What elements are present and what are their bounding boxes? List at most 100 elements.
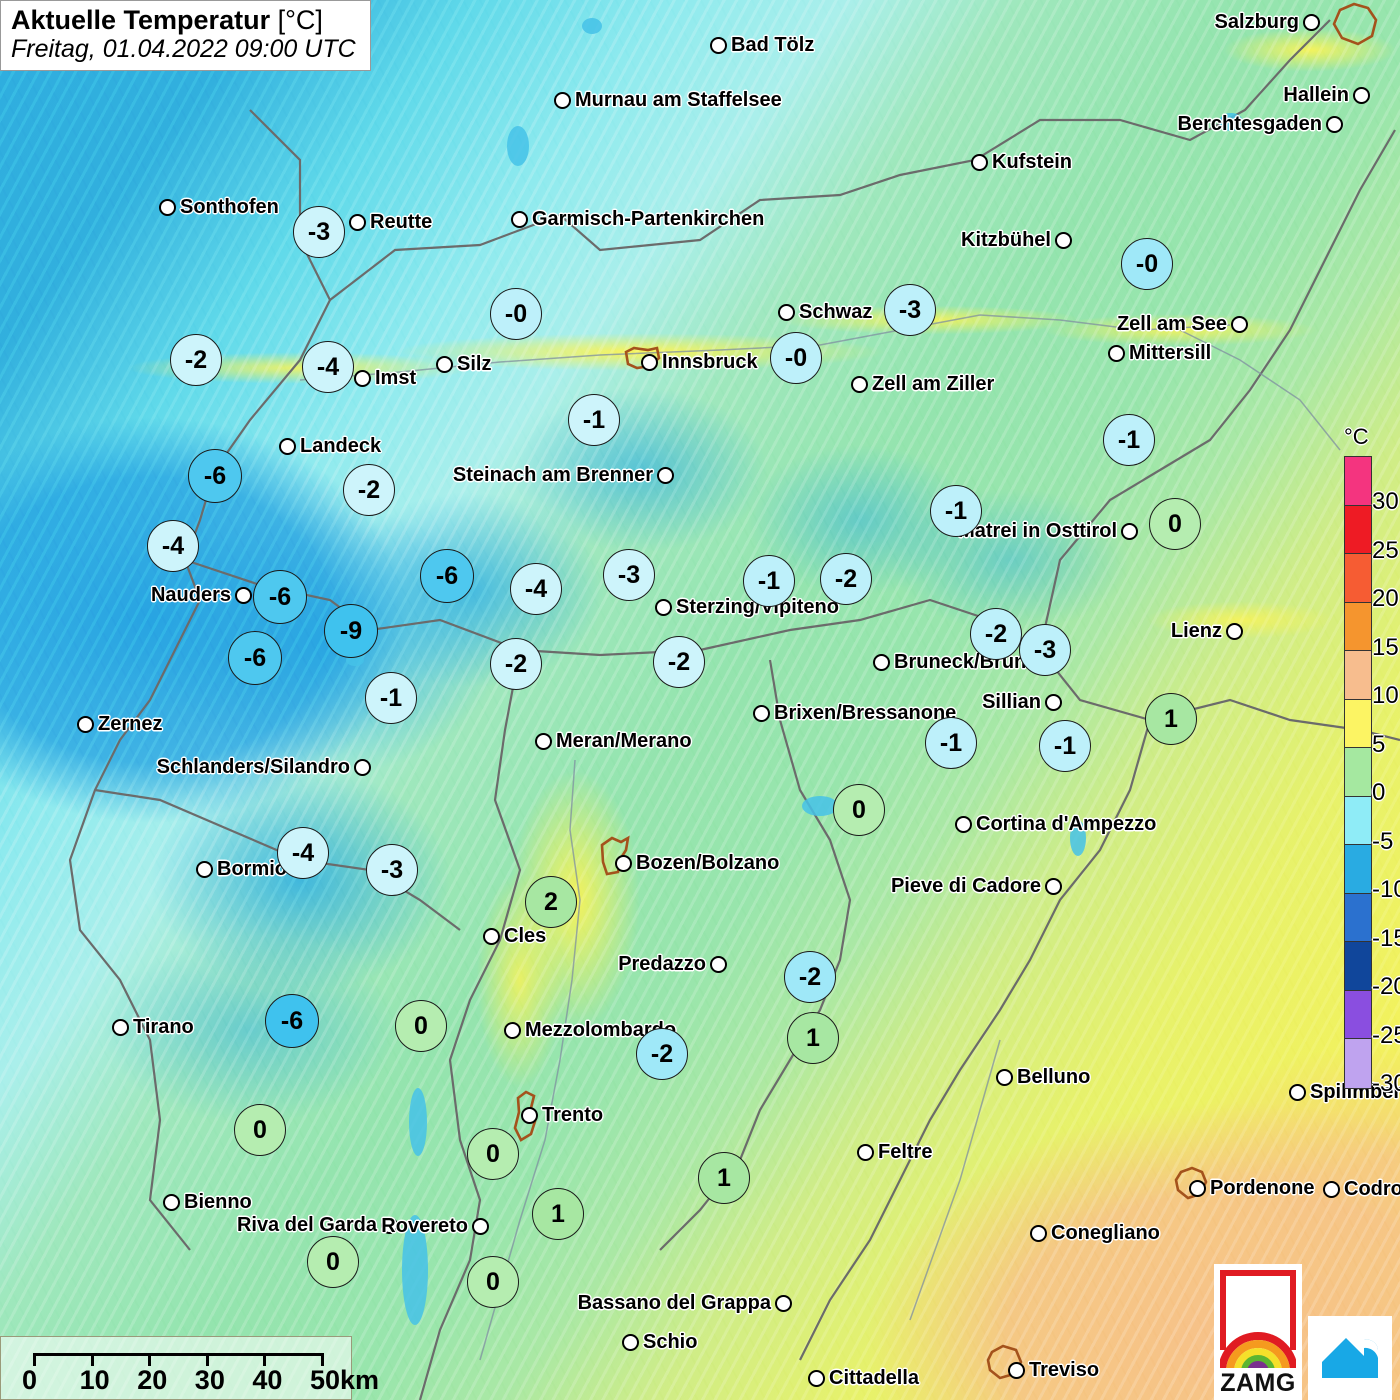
station-temperature-marker[interactable]: 0	[395, 1000, 447, 1052]
city-label: Bozen/Bolzano	[615, 852, 779, 875]
city-name: Tirano	[133, 1016, 194, 1038]
city-marker-icon	[873, 654, 890, 671]
city-name: Berchtesgaden	[1177, 113, 1323, 135]
city-marker-icon	[1189, 1180, 1206, 1197]
city-marker-icon	[710, 956, 727, 973]
city-marker-icon	[1030, 1225, 1047, 1242]
station-temperature-marker[interactable]: -6	[265, 994, 319, 1048]
station-temperature-marker[interactable]: -6	[420, 549, 474, 603]
city-label: Tirano	[112, 1016, 194, 1039]
city-marker-icon	[775, 1295, 792, 1312]
scale-tick-label: 10	[79, 1365, 110, 1395]
city-marker-icon	[655, 599, 672, 616]
station-temperature-marker[interactable]: -1	[365, 672, 417, 724]
city-name: Pieve di Cadore	[890, 875, 1041, 897]
station-temperature-marker[interactable]: 0	[467, 1256, 519, 1308]
city-marker-icon	[381, 1217, 398, 1234]
legend-row: 20	[1336, 553, 1399, 612]
station-temperature-marker[interactable]: -6	[188, 449, 242, 503]
geosphere-logo[interactable]	[1308, 1316, 1392, 1400]
city-label: Zernez	[77, 713, 162, 736]
station-temperature-marker[interactable]: -3	[366, 844, 418, 896]
city-name: Mittersill	[1129, 342, 1212, 364]
logo-group: ZAMG	[1214, 1264, 1392, 1400]
zamg-logo[interactable]: ZAMG	[1214, 1264, 1302, 1400]
station-temperature-marker[interactable]: 0	[234, 1104, 286, 1156]
city-name: Mezzolombardo	[525, 1019, 677, 1041]
city-name: Landeck	[300, 435, 382, 457]
city-marker-icon	[349, 214, 366, 231]
station-temperature-marker[interactable]: -1	[1103, 414, 1155, 466]
city-label: Sillian	[982, 691, 1062, 714]
city-label: Nauders	[151, 584, 252, 607]
station-temperature-marker[interactable]: 0	[1149, 498, 1201, 550]
station-temperature-marker[interactable]: 0	[307, 1236, 359, 1288]
station-temperature-marker[interactable]: 2	[525, 876, 577, 928]
city-label: Spilimbergo	[1289, 1081, 1400, 1104]
scale-tick-label: 30	[194, 1365, 225, 1395]
station-temperature-marker[interactable]: -2	[820, 553, 872, 605]
title-main-text: Aktuelle Temperatur	[11, 5, 271, 35]
station-temperature-marker[interactable]: -2	[784, 951, 836, 1003]
station-temperature-marker[interactable]: -0	[770, 332, 822, 384]
scale-tick	[205, 1353, 209, 1366]
station-temperature-marker[interactable]: -2	[636, 1028, 688, 1080]
station-temperature-marker[interactable]: -1	[930, 485, 982, 537]
station-temperature-marker[interactable]: -3	[1019, 624, 1071, 676]
city-marker-icon	[77, 716, 94, 733]
city-name: Cortina d'Ampezzo	[976, 813, 1157, 835]
station-temperature-marker[interactable]: -2	[343, 464, 395, 516]
city-name: Spilimbergo	[1310, 1081, 1400, 1103]
station-temperature-marker[interactable]: -1	[1039, 720, 1091, 772]
city-label: Cortina d'Ampezzo	[955, 813, 1156, 836]
station-temperature-marker[interactable]: -1	[925, 717, 977, 769]
station-temperature-marker[interactable]: 1	[787, 1012, 839, 1064]
station-temperature-marker[interactable]: -3	[293, 206, 345, 258]
station-temperature-marker[interactable]: -3	[603, 549, 655, 601]
city-label: Bormio	[196, 858, 287, 881]
station-temperature-marker[interactable]: -2	[970, 608, 1022, 660]
station-temperature-marker[interactable]: -0	[1121, 238, 1173, 290]
city-name: Nauders	[150, 584, 231, 606]
station-temperature-marker[interactable]: 1	[1145, 693, 1197, 745]
city-marker-icon	[1121, 523, 1138, 540]
city-name: Predazzo	[618, 953, 706, 975]
station-temperature-marker[interactable]: -4	[302, 341, 354, 393]
station-temperature-marker[interactable]: 0	[467, 1128, 519, 1180]
city-marker-icon	[996, 1069, 1013, 1086]
station-temperature-marker[interactable]: 1	[532, 1188, 584, 1240]
city-name: Treviso	[1029, 1359, 1100, 1381]
city-name: Bienno	[184, 1191, 252, 1213]
legend-tick-label: 0	[1372, 779, 1386, 806]
city-name: Innsbruck	[662, 351, 758, 373]
legend-row: -5	[1336, 795, 1393, 855]
station-temperature-marker[interactable]: -6	[228, 631, 282, 685]
city-name: Hallein	[1283, 84, 1349, 106]
temperature-legend: °C 30 25 20 15 10 5 0 -5 -10 -15 -20 -25 -30	[1336, 424, 1400, 1097]
station-temperature-marker[interactable]: -2	[170, 334, 222, 386]
station-temperature-marker[interactable]: -1	[743, 555, 795, 607]
station-temperature-marker[interactable]: -4	[510, 563, 562, 615]
station-temperature-marker[interactable]: -1	[568, 394, 620, 446]
innsbruck-outline	[624, 346, 661, 370]
station-temperature-marker[interactable]: -2	[490, 638, 542, 690]
city-marker-icon	[1326, 116, 1343, 133]
station-temperature-marker[interactable]: 1	[698, 1152, 750, 1204]
station-temperature-marker[interactable]: -3	[884, 284, 936, 336]
legend-row: 5	[1336, 698, 1392, 758]
city-marker-icon	[1055, 232, 1072, 249]
station-temperature-marker[interactable]: -6	[253, 570, 307, 624]
station-temperature-marker[interactable]: -2	[653, 636, 705, 688]
city-marker-icon	[857, 1144, 874, 1161]
city-label: Schio	[622, 1331, 697, 1354]
station-temperature-marker[interactable]: -4	[147, 520, 199, 572]
city-marker-icon	[1045, 694, 1062, 711]
legend-row: -10	[1336, 844, 1400, 903]
station-temperature-marker[interactable]: -0	[490, 288, 542, 340]
station-temperature-marker[interactable]: -4	[277, 827, 329, 879]
city-marker-icon	[753, 705, 770, 722]
station-temperature-marker[interactable]: 0	[833, 784, 885, 836]
station-temperature-marker[interactable]: -9	[324, 604, 378, 658]
city-marker-icon	[159, 199, 176, 216]
